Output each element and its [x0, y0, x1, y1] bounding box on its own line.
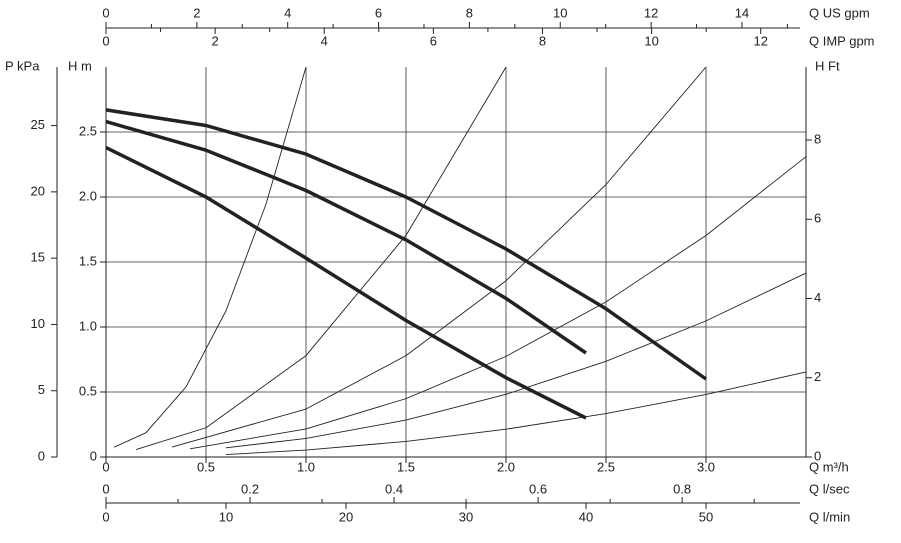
x-tick-label: 12	[753, 33, 767, 48]
x-tick-label: 4	[321, 33, 328, 48]
curve	[225, 272, 807, 449]
x-tick-label: 6	[375, 5, 382, 20]
x-tick-label: 2	[193, 5, 200, 20]
y-tick-label: 25	[31, 117, 45, 132]
y-tick-label: 8	[814, 131, 821, 146]
x-tick-label: 0	[102, 33, 109, 48]
y-axis-label: H m	[68, 58, 92, 73]
x-tick-label: 12	[644, 5, 658, 20]
x-tick-label: 10	[219, 509, 233, 524]
x-tick-label: 0	[102, 5, 109, 20]
y-tick-label: 2.5	[79, 123, 97, 138]
y-tick-label: 6	[814, 211, 821, 226]
y-tick-label: 4	[814, 290, 821, 305]
x-tick-label: 0.2	[241, 481, 259, 496]
x-tick-label: 0.5	[197, 459, 215, 474]
x-tick-label: 2.0	[497, 459, 515, 474]
y-tick-label: 2	[814, 369, 821, 384]
y-tick-label: 20	[31, 183, 45, 198]
y-axis-label: P kPa	[5, 58, 40, 73]
x-tick-label: 10	[644, 33, 658, 48]
x-tick-label: 1.5	[397, 459, 415, 474]
x-tick-label: 0.8	[673, 481, 691, 496]
x-axis-label: Q m³/h	[809, 459, 849, 474]
y-tick-label: 1.5	[79, 253, 97, 268]
y-tick-label: 10	[31, 316, 45, 331]
x-tick-label: 50	[699, 509, 713, 524]
curve	[189, 156, 807, 450]
x-tick-label: 8	[466, 5, 473, 20]
x-axis-label: Q IMP gpm	[809, 33, 875, 48]
x-tick-label: 20	[339, 509, 353, 524]
curve	[105, 119, 587, 355]
x-tick-label: 1.0	[297, 459, 315, 474]
x-tick-label: 14	[735, 5, 749, 20]
curve	[171, 66, 707, 448]
x-tick-label: 8	[539, 33, 546, 48]
y-axis-label: H Ft	[815, 58, 840, 73]
x-tick-label: 10	[553, 5, 567, 20]
y-tick-label: 5	[38, 382, 45, 397]
x-tick-label: 0.6	[529, 481, 547, 496]
curve	[135, 66, 507, 451]
x-tick-label: 0	[102, 481, 109, 496]
x-tick-label: 6	[430, 33, 437, 48]
x-axis-label: Q US gpm	[809, 5, 870, 20]
y-tick-label: 0.5	[79, 383, 97, 398]
x-tick-label: 30	[459, 509, 473, 524]
curve	[113, 66, 307, 448]
y-tick-label: 15	[31, 250, 45, 265]
y-tick-label: 1.0	[79, 318, 97, 333]
curve	[105, 146, 587, 420]
x-axis-label: Q l/sec	[809, 481, 850, 496]
y-tick-label: 0	[38, 448, 45, 463]
y-tick-label: 0	[90, 448, 97, 463]
x-tick-label: 0	[102, 459, 109, 474]
curve	[225, 371, 807, 455]
x-tick-label: 2	[212, 33, 219, 48]
curve	[105, 108, 708, 381]
x-tick-label: 40	[579, 509, 593, 524]
x-tick-label: 4	[284, 5, 291, 20]
x-axis-label: Q l/min	[809, 509, 850, 524]
y-tick-label: 0	[814, 448, 821, 463]
x-tick-label: 3.0	[697, 459, 715, 474]
y-tick-label: 2.0	[79, 188, 97, 203]
x-tick-label: 2.5	[597, 459, 615, 474]
x-tick-label: 0.4	[385, 481, 403, 496]
x-tick-label: 0	[102, 509, 109, 524]
